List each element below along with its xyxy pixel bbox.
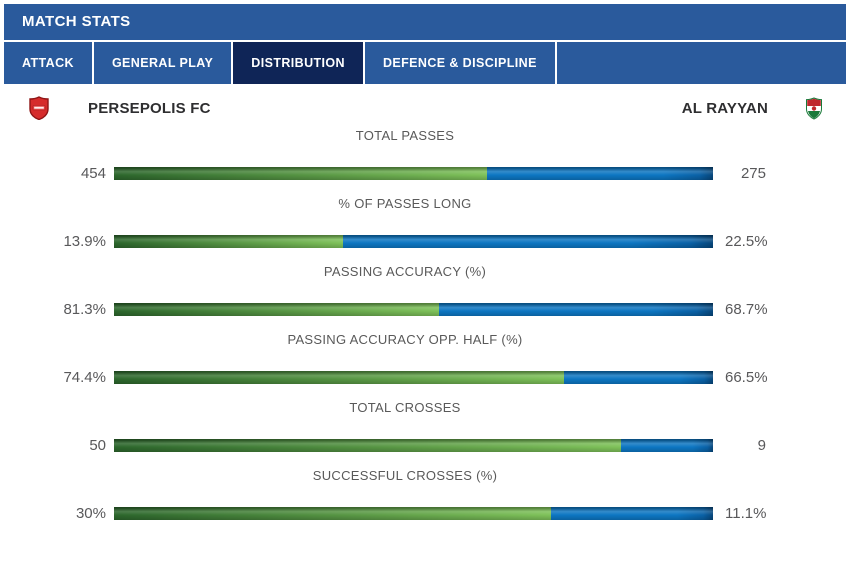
- match-stats-widget: MATCH STATS ATTACK GENERAL PLAY DISTRIBUTI…: [4, 4, 846, 522]
- comparison-bar: [114, 371, 713, 384]
- stat-bar-row: 81.3% 68.7%: [44, 301, 768, 318]
- stat-bar-row: 30% 11.1%: [44, 505, 767, 522]
- comparison-bar: [114, 235, 713, 248]
- tab-bar-filler: [556, 42, 846, 84]
- stat-row: PASSING ACCURACY OPP. HALF (%) 74.4% 66.…: [44, 332, 768, 386]
- stat-label: % OF PASSES LONG: [338, 196, 472, 211]
- away-value: 66.5%: [725, 369, 768, 386]
- away-bar-segment: [487, 167, 713, 180]
- stat-label: TOTAL CROSSES: [349, 400, 461, 415]
- tab-bar: ATTACK GENERAL PLAY DISTRIBUTION DEFENCE & …: [4, 42, 846, 84]
- away-bar-segment: [564, 371, 713, 384]
- comparison-bar: [114, 507, 713, 520]
- persepolis-crest-icon: [28, 96, 50, 120]
- away-value: 68.7%: [725, 301, 768, 318]
- home-bar-segment: [114, 167, 488, 180]
- tab-defence-discipline[interactable]: DEFENCE & DISCIPLINE: [364, 42, 555, 84]
- away-team: AL RAYYAN: [681, 96, 824, 120]
- teams-row: PERSEPOLIS FC AL RAYYAN: [4, 84, 846, 123]
- away-value: 22.5%: [725, 233, 768, 250]
- widget-title: MATCH STATS: [22, 13, 131, 30]
- stat-label: TOTAL PASSES: [355, 128, 455, 143]
- away-value: 9: [757, 437, 766, 454]
- tab-distribution[interactable]: DISTRIBUTION: [233, 42, 363, 84]
- comparison-bar: [114, 303, 713, 316]
- home-bar-segment: [114, 439, 622, 452]
- comparison-bar: [114, 167, 713, 180]
- home-bar-segment: [114, 303, 439, 316]
- away-bar-segment: [551, 507, 713, 520]
- home-value: 50: [89, 437, 106, 454]
- away-bar-segment: [438, 303, 713, 316]
- tab-attack[interactable]: ATTACK: [4, 42, 92, 84]
- widget-title-bar: MATCH STATS: [4, 4, 846, 40]
- stat-row: TOTAL CROSSES 50 9: [44, 400, 766, 454]
- stat-row: SUCCESSFUL CROSSES (%) 30% 11.1%: [44, 468, 767, 522]
- home-value: 454: [80, 165, 106, 182]
- stat-row: TOTAL PASSES 454 275: [44, 128, 766, 182]
- stat-row: % OF PASSES LONG 13.9% 22.5%: [44, 196, 768, 250]
- comparison-bar: [114, 439, 713, 452]
- stat-bar-row: 74.4% 66.5%: [44, 369, 768, 386]
- home-bar-segment: [114, 371, 565, 384]
- al-rayyan-crest-icon: [804, 96, 824, 120]
- away-team-name: AL RAYYAN: [681, 99, 768, 117]
- away-value: 11.1%: [725, 505, 767, 522]
- away-bar-segment: [621, 439, 713, 452]
- stat-label: PASSING ACCURACY OPP. HALF (%): [287, 332, 523, 347]
- stat-row: PASSING ACCURACY (%) 81.3% 68.7%: [44, 264, 768, 318]
- away-bar-segment: [342, 235, 713, 248]
- home-team-name: PERSEPOLIS FC: [88, 99, 211, 117]
- stat-label: PASSING ACCURACY (%): [323, 264, 487, 279]
- home-value: 30%: [75, 505, 106, 522]
- home-bar-segment: [114, 235, 343, 248]
- home-value: 81.3%: [63, 301, 106, 318]
- home-value: 13.9%: [63, 233, 106, 250]
- stats-list: TOTAL PASSES 454 275 % OF PASSES LONG 13…: [4, 128, 846, 522]
- stat-bar-row: 13.9% 22.5%: [44, 233, 768, 250]
- stat-label: SUCCESSFUL CROSSES (%): [312, 468, 498, 483]
- home-value: 74.4%: [63, 369, 106, 386]
- away-value: 275: [740, 165, 766, 182]
- home-bar-segment: [114, 507, 552, 520]
- tab-general-play[interactable]: GENERAL PLAY: [93, 42, 232, 84]
- stat-bar-row: 454 275: [44, 165, 766, 182]
- stat-bar-row: 50 9: [44, 437, 766, 454]
